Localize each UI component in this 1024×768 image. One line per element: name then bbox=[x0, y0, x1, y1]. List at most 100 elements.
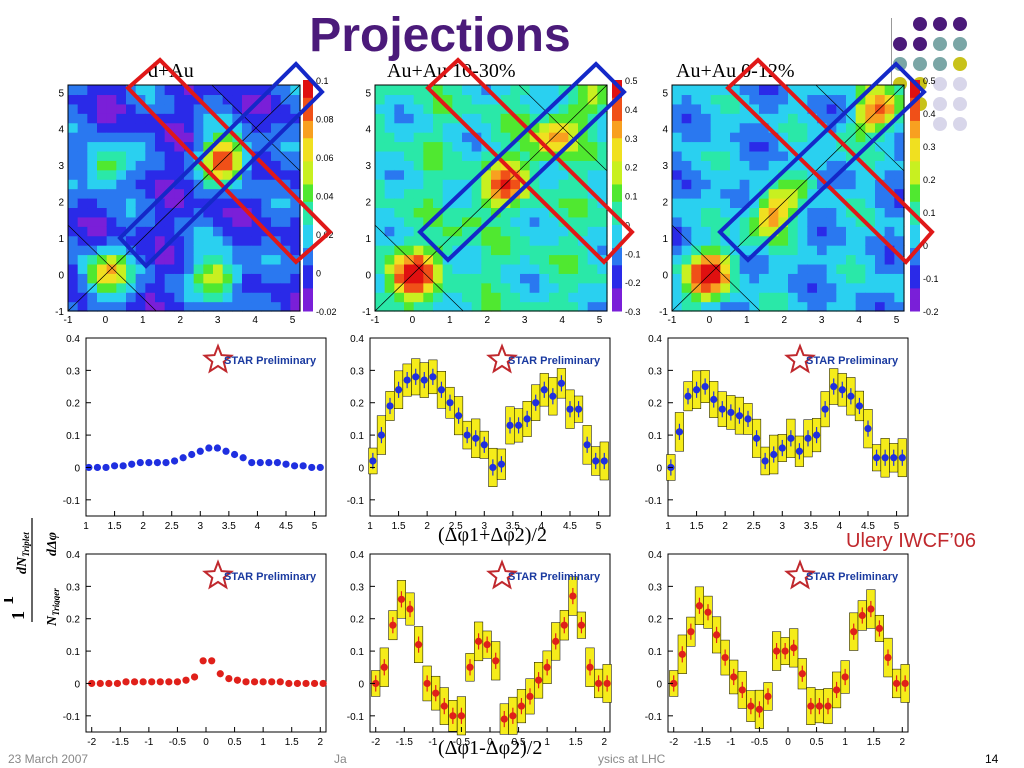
heatmap-cell bbox=[135, 132, 146, 143]
heatmap-cell bbox=[404, 113, 415, 124]
colorbar-step bbox=[910, 293, 920, 300]
heatmap-cell bbox=[788, 292, 799, 303]
heatmap-cell bbox=[768, 198, 779, 209]
data-point bbox=[881, 454, 889, 462]
heatmap-cell bbox=[520, 235, 531, 246]
heatmap-cell bbox=[271, 254, 282, 265]
heatmap-cell bbox=[222, 235, 233, 246]
y-tick-label: 0 bbox=[74, 679, 80, 690]
heatmap-cell bbox=[894, 150, 905, 161]
colorbar-step bbox=[910, 137, 920, 145]
heatmap-cell bbox=[155, 235, 166, 246]
heatmap-cell bbox=[106, 226, 117, 237]
heatmap-cell bbox=[730, 207, 741, 218]
heatmap-cell bbox=[568, 207, 579, 218]
heatmap-cell bbox=[691, 103, 702, 114]
data-point bbox=[850, 628, 858, 636]
heatmap-cell bbox=[558, 141, 569, 152]
heatmap-cell bbox=[413, 188, 424, 199]
heatmap-cell bbox=[106, 160, 117, 171]
heatmap-cell bbox=[701, 141, 712, 152]
heatmap-cell bbox=[491, 235, 502, 246]
heatmap-cell bbox=[413, 150, 424, 161]
heatmap-cell bbox=[759, 150, 770, 161]
heatmap-cell bbox=[681, 198, 692, 209]
heatmap-cell bbox=[826, 113, 837, 124]
heatmap-cell bbox=[549, 263, 560, 274]
heatmap-cell bbox=[894, 188, 905, 199]
heatmap-cell bbox=[471, 94, 482, 105]
x-tick-label: 2.5 bbox=[449, 521, 463, 532]
heatmap-cell bbox=[739, 263, 750, 274]
data-point bbox=[727, 408, 735, 417]
heatmap-cell bbox=[587, 301, 598, 312]
heatmap-cell bbox=[471, 292, 482, 303]
heatmap-cell bbox=[788, 216, 799, 227]
heatmap-cell bbox=[193, 188, 204, 199]
heatmap-cell bbox=[788, 160, 799, 171]
heatmap-cell bbox=[271, 113, 282, 124]
x-tick-label: 4 bbox=[255, 521, 261, 532]
heatmap-cell bbox=[471, 207, 482, 218]
data-point bbox=[812, 431, 821, 439]
heatmap-cell bbox=[720, 292, 731, 303]
data-point bbox=[310, 679, 319, 688]
colorbar-step bbox=[612, 282, 622, 289]
heatmap-cell bbox=[290, 263, 301, 274]
heatmap-cell bbox=[280, 207, 291, 218]
heatmap-cell bbox=[471, 122, 482, 133]
heatmap-cell bbox=[691, 245, 702, 256]
heatmap-cell bbox=[681, 292, 692, 303]
heatmap-cell bbox=[481, 226, 492, 237]
data-point bbox=[440, 702, 448, 710]
colorbar-step bbox=[303, 178, 313, 185]
data-point bbox=[675, 428, 684, 436]
heatmap-cell bbox=[193, 198, 204, 209]
heatmap-cell bbox=[423, 292, 434, 303]
heatmap-cell bbox=[855, 282, 866, 293]
heatmap-cell bbox=[539, 273, 550, 284]
heatmap-cell bbox=[749, 122, 760, 133]
heatmap-cell bbox=[578, 263, 589, 274]
heatmap-cell bbox=[691, 207, 702, 218]
heatmap-xtick: 4 bbox=[856, 315, 862, 326]
heatmap-cell bbox=[271, 85, 282, 96]
heatmap-cell bbox=[135, 85, 146, 96]
heatmap-cell bbox=[232, 207, 243, 218]
heatmap-cell bbox=[672, 282, 683, 293]
heatmap-cell bbox=[242, 273, 253, 284]
data-point bbox=[105, 679, 113, 688]
heatmap-cell bbox=[894, 169, 905, 180]
heatmap-cell bbox=[520, 282, 531, 293]
heatmap-cell bbox=[549, 113, 560, 124]
heatmap-cell bbox=[529, 113, 540, 124]
heatmap-cell bbox=[510, 179, 521, 190]
heatmap-cell bbox=[404, 94, 415, 105]
heatmap-cell bbox=[193, 263, 204, 274]
heatmap-cell bbox=[87, 85, 98, 96]
heatmap-cell bbox=[836, 198, 847, 209]
data-point bbox=[199, 657, 207, 665]
heatmap-cell bbox=[558, 292, 569, 303]
heatmap-cell bbox=[394, 301, 405, 312]
heatmap-cell bbox=[826, 150, 837, 161]
heatmap-cell bbox=[116, 301, 127, 312]
heatmap-cell bbox=[701, 188, 712, 199]
heatmap-cell bbox=[481, 179, 492, 190]
heatmap-cell bbox=[452, 94, 463, 105]
blue-selection-box bbox=[717, 61, 927, 263]
heatmap-cell bbox=[855, 254, 866, 265]
heatmap-cell bbox=[280, 216, 291, 227]
heatmap-cell bbox=[587, 282, 598, 293]
heatmap-cell bbox=[116, 282, 127, 293]
heatmap-cell bbox=[290, 103, 301, 114]
data-point bbox=[372, 679, 380, 688]
heatmap-cell bbox=[807, 245, 818, 256]
heatmap-cell bbox=[222, 169, 233, 180]
heatmap-cell bbox=[433, 216, 444, 227]
data-point bbox=[93, 463, 102, 472]
heatmap-cell bbox=[394, 141, 405, 152]
heatmap-cell bbox=[116, 263, 127, 274]
heatmap-cell bbox=[701, 226, 712, 237]
heatmap-cell bbox=[87, 245, 98, 256]
